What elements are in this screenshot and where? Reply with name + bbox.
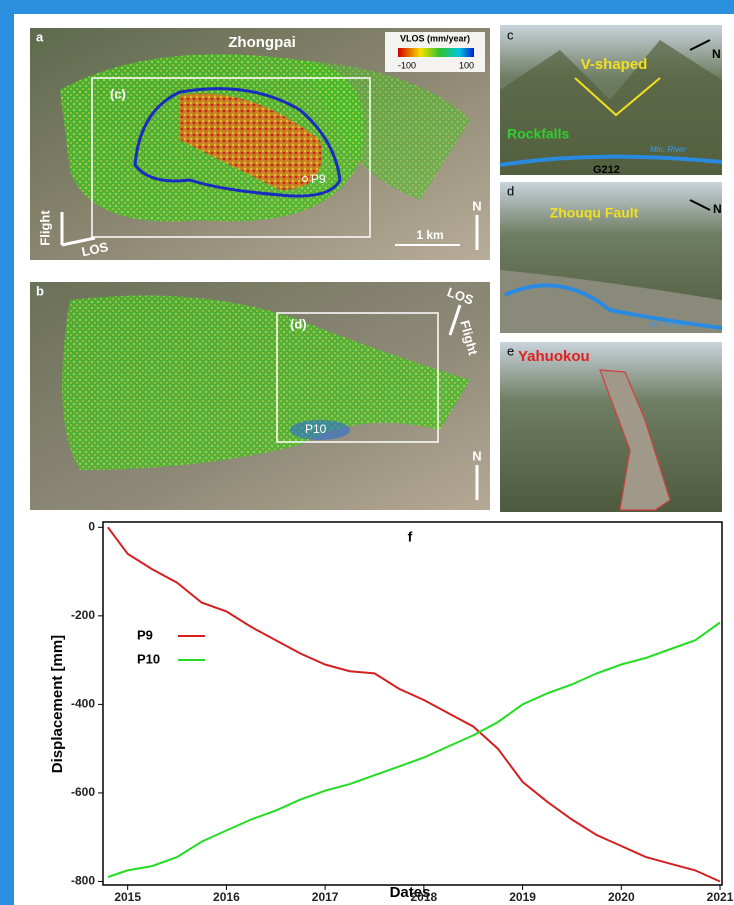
page: a Zhongpai VLOS (mm/year) -100 100 (c) P… (0, 0, 734, 905)
box-label: (c) (110, 86, 126, 101)
y-tick-label: -600 (71, 785, 95, 799)
figure: a Zhongpai VLOS (mm/year) -100 100 (c) P… (0, 0, 734, 905)
y-tick-label: 0 (88, 519, 95, 533)
x-tick-label: 2019 (509, 890, 536, 904)
panel-label: e (507, 343, 514, 358)
road-label: G212 (593, 164, 620, 176)
annotation: V-shaped (581, 56, 648, 73)
place-name: Zhongpai (228, 34, 296, 51)
x-tick-label: 2018 (411, 890, 438, 904)
panel-label: a (36, 29, 44, 44)
y-tick-label: -800 (71, 874, 95, 888)
panel-d: d Zhouqu Fault N Min. River (500, 182, 722, 333)
north-label: N (472, 198, 481, 213)
annotation: Yahuokou (518, 348, 590, 365)
y-tick-label: -400 (71, 697, 95, 711)
point-label: P9 (311, 172, 326, 186)
panel-e: e Yahuokou (500, 342, 722, 512)
y-tick-label: -200 (71, 608, 95, 622)
flight-label: Flight (37, 210, 52, 246)
plot-frame (103, 522, 722, 885)
panel-label: c (507, 27, 514, 42)
panel-c: c V-shaped Rockfalls G212 N Min. River (500, 25, 722, 176)
river-label: Min. River (650, 145, 686, 154)
panel-label: d (507, 183, 514, 198)
x-tick-label: 2020 (608, 890, 635, 904)
annotation: Rockfalls (507, 126, 569, 142)
legend-label: P9 (137, 627, 153, 642)
colorbar-min: -100 (398, 60, 416, 70)
panel-label: b (36, 283, 44, 298)
y-axis-label: Displacement [mm] (49, 635, 66, 773)
x-tick-label: 2015 (114, 890, 141, 904)
panel-a: a Zhongpai VLOS (mm/year) -100 100 (c) P… (30, 28, 490, 260)
box-label: (d) (290, 316, 307, 331)
river-label: Min. River (650, 320, 686, 329)
legend-label: P10 (137, 651, 160, 666)
x-tick-label: 2017 (312, 890, 339, 904)
colorbar-max: 100 (459, 60, 474, 70)
point-label: P10 (305, 422, 327, 436)
x-tick-label: 2021 (707, 890, 734, 904)
scale-label: 1 km (416, 228, 443, 242)
chart-title: f (408, 529, 413, 545)
x-tick-label: 2016 (213, 890, 240, 904)
panel-b: b (d) P10 LOS Flight N (30, 282, 490, 510)
north-label: N (713, 202, 722, 216)
annotation: Zhouqu Fault (550, 205, 639, 221)
north-label: N (712, 47, 721, 61)
north-label: N (472, 448, 481, 463)
colorbar-title: VLOS (mm/year) (400, 33, 470, 43)
